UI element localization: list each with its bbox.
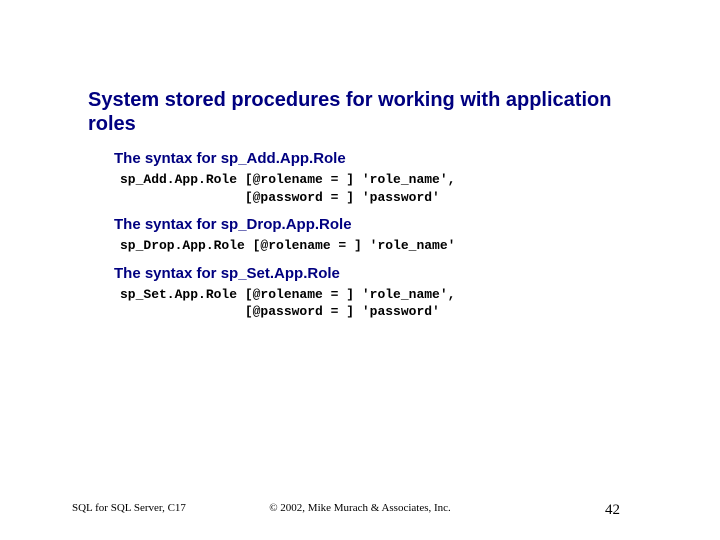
- section-set-approle: The syntax for sp_Set.App.Role sp_Set.Ap…: [88, 265, 648, 321]
- section-drop-approle: The syntax for sp_Drop.App.Role sp_Drop.…: [88, 216, 648, 255]
- footer-page-number: 42: [605, 502, 620, 519]
- section-heading: The syntax for sp_Add.App.Role: [114, 150, 648, 167]
- main-title: System stored procedures for working wit…: [88, 88, 648, 136]
- section-heading: The syntax for sp_Set.App.Role: [114, 265, 648, 282]
- code-block: sp_Set.App.Role [@rolename = ] 'role_nam…: [114, 286, 648, 321]
- slide-content: System stored procedures for working wit…: [0, 0, 720, 321]
- section-heading: The syntax for sp_Drop.App.Role: [114, 216, 648, 233]
- section-add-approle: The syntax for sp_Add.App.Role sp_Add.Ap…: [88, 150, 648, 206]
- code-block: sp_Drop.App.Role [@rolename = ] 'role_na…: [114, 237, 648, 255]
- code-block: sp_Add.App.Role [@rolename = ] 'role_nam…: [114, 171, 648, 206]
